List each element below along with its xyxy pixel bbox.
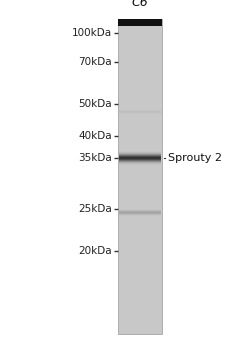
Bar xyxy=(119,212,161,213)
Text: Sprouty 2: Sprouty 2 xyxy=(168,153,222,163)
Text: 100kDa: 100kDa xyxy=(72,28,112,37)
Text: 25kDa: 25kDa xyxy=(78,204,112,214)
Text: 20kDa: 20kDa xyxy=(78,246,112,256)
Bar xyxy=(119,211,161,212)
Bar xyxy=(119,109,161,110)
Bar xyxy=(119,210,161,211)
Bar xyxy=(118,19,162,334)
Bar xyxy=(119,114,161,115)
Text: 70kDa: 70kDa xyxy=(78,57,112,67)
Bar xyxy=(119,152,161,153)
Bar xyxy=(119,112,161,113)
Bar xyxy=(119,113,161,114)
Bar xyxy=(119,157,161,158)
Bar xyxy=(118,19,162,26)
Bar xyxy=(119,161,161,162)
Bar xyxy=(119,151,161,152)
Text: 50kDa: 50kDa xyxy=(78,99,112,109)
Bar xyxy=(119,216,161,217)
Bar xyxy=(119,153,161,154)
Bar xyxy=(119,154,161,155)
Bar xyxy=(119,214,161,215)
Bar xyxy=(119,164,161,165)
Bar xyxy=(119,163,161,164)
Bar xyxy=(119,110,161,111)
Bar xyxy=(119,156,161,157)
Bar xyxy=(119,213,161,214)
Bar xyxy=(119,162,161,163)
Bar xyxy=(119,150,161,151)
Text: C6: C6 xyxy=(131,0,148,9)
Text: 35kDa: 35kDa xyxy=(78,153,112,163)
Text: 40kDa: 40kDa xyxy=(78,131,112,141)
Bar xyxy=(119,155,161,156)
Bar xyxy=(119,160,161,161)
Bar xyxy=(119,159,161,160)
Bar xyxy=(119,158,161,159)
Bar xyxy=(119,165,161,166)
Bar xyxy=(119,111,161,112)
Bar xyxy=(119,215,161,216)
Bar xyxy=(119,209,161,210)
